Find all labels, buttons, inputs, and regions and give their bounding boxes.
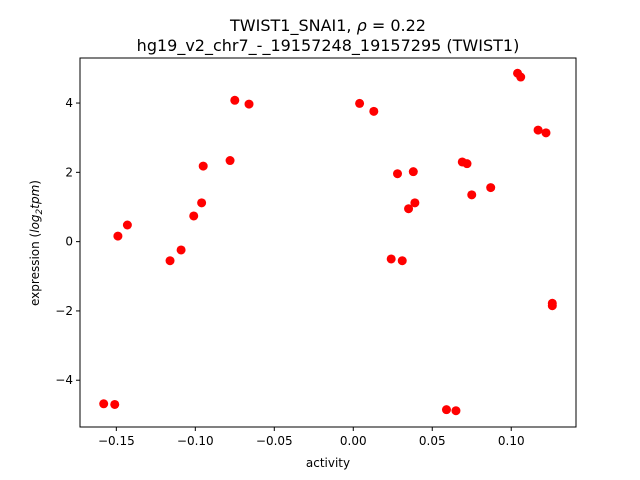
data-point (541, 128, 551, 138)
title-prefix: TWIST1_SNAI1, (229, 16, 357, 36)
data-points (99, 68, 557, 416)
y-tick-label: −4 (55, 373, 73, 387)
data-point (165, 256, 175, 266)
data-point (197, 198, 207, 208)
data-point (176, 245, 186, 255)
data-point (441, 405, 451, 415)
x-tick-label: 0.05 (419, 434, 446, 448)
y-label-log: log (28, 214, 42, 233)
y-tick-label: 2 (65, 165, 73, 179)
y-label-prefix: expression ( (28, 233, 42, 306)
x-tick-label: 0.00 (340, 434, 367, 448)
chart-title-line-2: hg19_v2_chr7_-_19157248_19157295 (TWIST1… (137, 36, 520, 56)
x-tick-label: −0.10 (177, 434, 214, 448)
data-point (369, 106, 379, 116)
data-point (467, 190, 477, 200)
y-tick-label: 0 (65, 235, 73, 249)
data-point (386, 254, 396, 264)
data-point (408, 167, 418, 177)
data-point (451, 406, 461, 416)
y-tick-label: −2 (55, 304, 73, 318)
x-tick-label: −0.15 (98, 434, 135, 448)
x-axis-label: activity (306, 456, 350, 470)
plot-frame (79, 57, 577, 428)
data-point (462, 159, 472, 169)
data-point (99, 399, 109, 409)
x-axis-ticks: −0.15 −0.10 −0.05 0.00 0.05 0.10 (98, 427, 525, 448)
data-point (113, 231, 123, 241)
title-rho-value: = 0.22 (367, 16, 426, 35)
y-label-subscript: 2 (35, 208, 45, 214)
data-point (404, 204, 414, 214)
data-point (110, 399, 120, 409)
data-point (486, 183, 496, 193)
data-point (410, 198, 420, 208)
title-rho-symbol: ρ (357, 16, 367, 35)
y-label-suffix: ) (28, 180, 42, 185)
data-point (122, 220, 132, 230)
chart-title-line-1: TWIST1_SNAI1, ρ = 0.22 (229, 16, 426, 36)
data-point (547, 301, 557, 311)
data-point (225, 156, 235, 166)
data-point (189, 211, 199, 221)
x-tick-label: 0.10 (498, 434, 525, 448)
y-axis-label: expression (log2tpm) (28, 180, 45, 306)
data-point (533, 125, 543, 135)
data-point (393, 169, 403, 179)
x-tick-label: −0.05 (256, 434, 293, 448)
data-point (355, 98, 365, 108)
data-point (198, 161, 208, 171)
data-point (516, 72, 526, 82)
y-label-unit: tpm (28, 185, 42, 209)
data-point (230, 95, 240, 105)
y-tick-label: 4 (65, 96, 73, 110)
y-axis-ticks: −4 −2 0 2 4 (55, 96, 80, 387)
data-point (397, 256, 407, 266)
data-point (244, 99, 254, 109)
